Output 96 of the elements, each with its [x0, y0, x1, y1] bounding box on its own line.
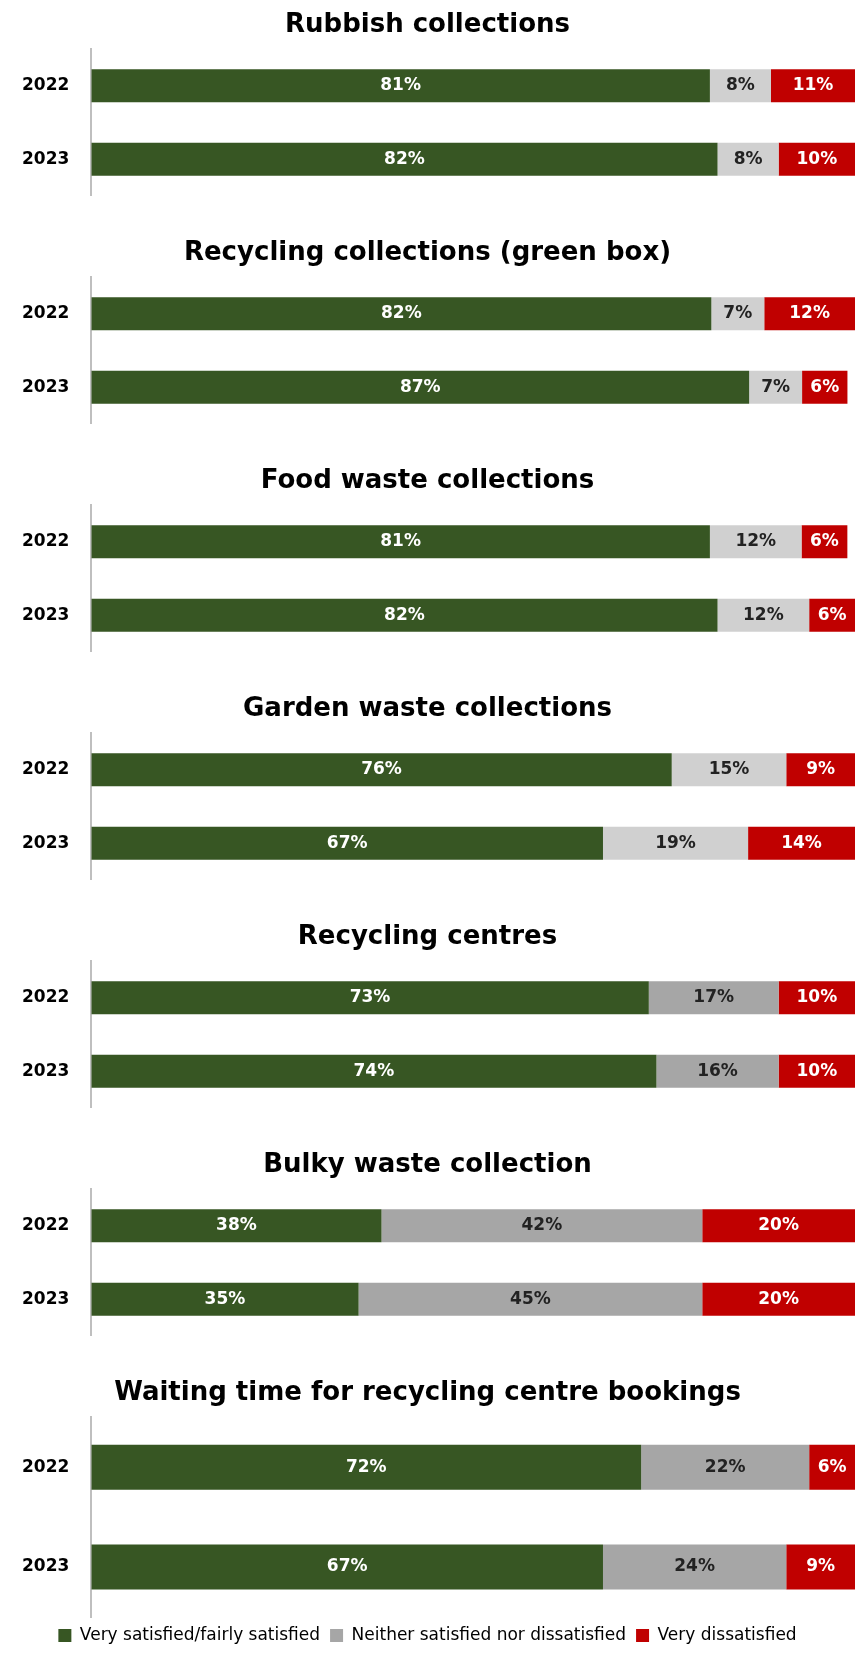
y-tick-label: 2022	[21, 986, 70, 1007]
data-label: 8%	[733, 147, 763, 168]
data-label: 24%	[674, 1555, 715, 1576]
data-label: 38%	[216, 1214, 257, 1235]
data-label: 76%	[361, 758, 402, 779]
y-tick-label: 2023	[21, 603, 70, 624]
data-label: 20%	[758, 1287, 799, 1308]
data-label: 7%	[723, 302, 753, 323]
bar	[648, 981, 779, 1015]
y-tick-label: 2023	[21, 1059, 70, 1080]
data-label: 81%	[380, 74, 421, 95]
bar	[656, 1054, 779, 1088]
y-tick-label: 2023	[21, 831, 70, 852]
data-label: 16%	[697, 1059, 738, 1080]
data-label: 19%	[655, 831, 696, 852]
data-label: 9%	[806, 1555, 836, 1576]
bar	[91, 370, 750, 404]
y-tick-label: 2022	[21, 74, 70, 95]
chart-title: Food waste collections	[260, 464, 595, 495]
data-label: 10%	[796, 986, 838, 1007]
bar	[91, 753, 672, 787]
data-label: 72%	[345, 1455, 387, 1476]
bar	[786, 753, 855, 787]
bar	[91, 297, 712, 331]
bar	[91, 1209, 382, 1243]
y-tick-label: 2022	[21, 530, 70, 551]
bar	[702, 1209, 855, 1243]
bar	[91, 1054, 657, 1088]
y-tick-label: 2023	[21, 375, 70, 396]
data-label: 15%	[708, 758, 750, 779]
data-label: 35%	[204, 1287, 246, 1308]
chart-title: Rubbish collections	[284, 8, 571, 39]
bar	[709, 525, 802, 559]
data-label: 82%	[384, 147, 425, 168]
data-label: 9%	[806, 758, 836, 779]
chart-title: Recycling collections (green box)	[183, 236, 672, 267]
bar	[641, 1444, 810, 1490]
data-label: 42%	[521, 1214, 563, 1235]
data-label: 67%	[326, 1555, 368, 1576]
bar	[702, 1282, 855, 1316]
data-label: 6%	[810, 530, 839, 551]
bar	[602, 826, 749, 860]
chart-title: Garden waste collections	[242, 692, 613, 723]
data-label: 74%	[353, 1059, 395, 1080]
legend-label: Neither satisfied nor dissatisfied	[351, 1623, 627, 1644]
bar	[771, 69, 855, 103]
data-label: 10%	[796, 1059, 838, 1080]
data-label: 45%	[510, 1287, 551, 1308]
data-label: 12%	[735, 530, 777, 551]
bar	[91, 142, 718, 176]
data-label: 6%	[810, 375, 840, 396]
y-tick-label: 2023	[21, 1287, 70, 1308]
data-label: 14%	[781, 831, 822, 852]
data-label: 73%	[349, 986, 391, 1007]
bar	[91, 826, 603, 860]
bar	[764, 297, 855, 331]
y-tick-label: 2022	[21, 1455, 70, 1476]
data-label: 10%	[796, 147, 838, 168]
bar	[786, 1544, 855, 1590]
y-tick-label: 2023	[21, 147, 70, 168]
chart-title: Bulky waste collection	[263, 1148, 592, 1179]
bar	[671, 753, 787, 787]
data-label: 12%	[743, 603, 784, 624]
chart-title: Waiting time for recycling centre bookings	[114, 1376, 741, 1407]
y-tick-label: 2022	[21, 302, 70, 323]
data-label: 81%	[380, 530, 421, 551]
data-label: 67%	[326, 831, 368, 852]
y-tick-label: 2022	[21, 758, 70, 779]
legend-label: Very satisfied/fairly satisfied	[79, 1623, 321, 1644]
data-label: 8%	[726, 74, 755, 95]
data-label: 82%	[380, 302, 422, 323]
data-label: 82%	[384, 603, 425, 624]
data-label: 11%	[792, 74, 834, 95]
bar	[91, 598, 718, 632]
bar	[91, 1444, 642, 1490]
data-label: 20%	[758, 1214, 799, 1235]
bar	[602, 1544, 787, 1590]
data-label: 12%	[789, 302, 830, 323]
bar	[91, 981, 649, 1015]
data-label: 6%	[817, 1455, 847, 1476]
bar	[381, 1209, 703, 1243]
y-tick-label: 2023	[21, 1555, 70, 1576]
data-label: 6%	[817, 603, 847, 624]
data-label: 22%	[704, 1455, 746, 1476]
data-label: 87%	[399, 375, 441, 396]
y-tick-label: 2022	[21, 1214, 70, 1235]
data-label: 7%	[761, 375, 791, 396]
bar	[358, 1282, 703, 1316]
bar	[748, 826, 855, 860]
bar	[91, 1282, 359, 1316]
bar	[91, 69, 710, 103]
data-label: 17%	[693, 986, 735, 1007]
bar	[91, 525, 710, 559]
chart-title: Recycling centres	[297, 920, 558, 951]
legend-label: Very dissatisfied	[657, 1623, 797, 1644]
bar	[91, 1544, 603, 1590]
